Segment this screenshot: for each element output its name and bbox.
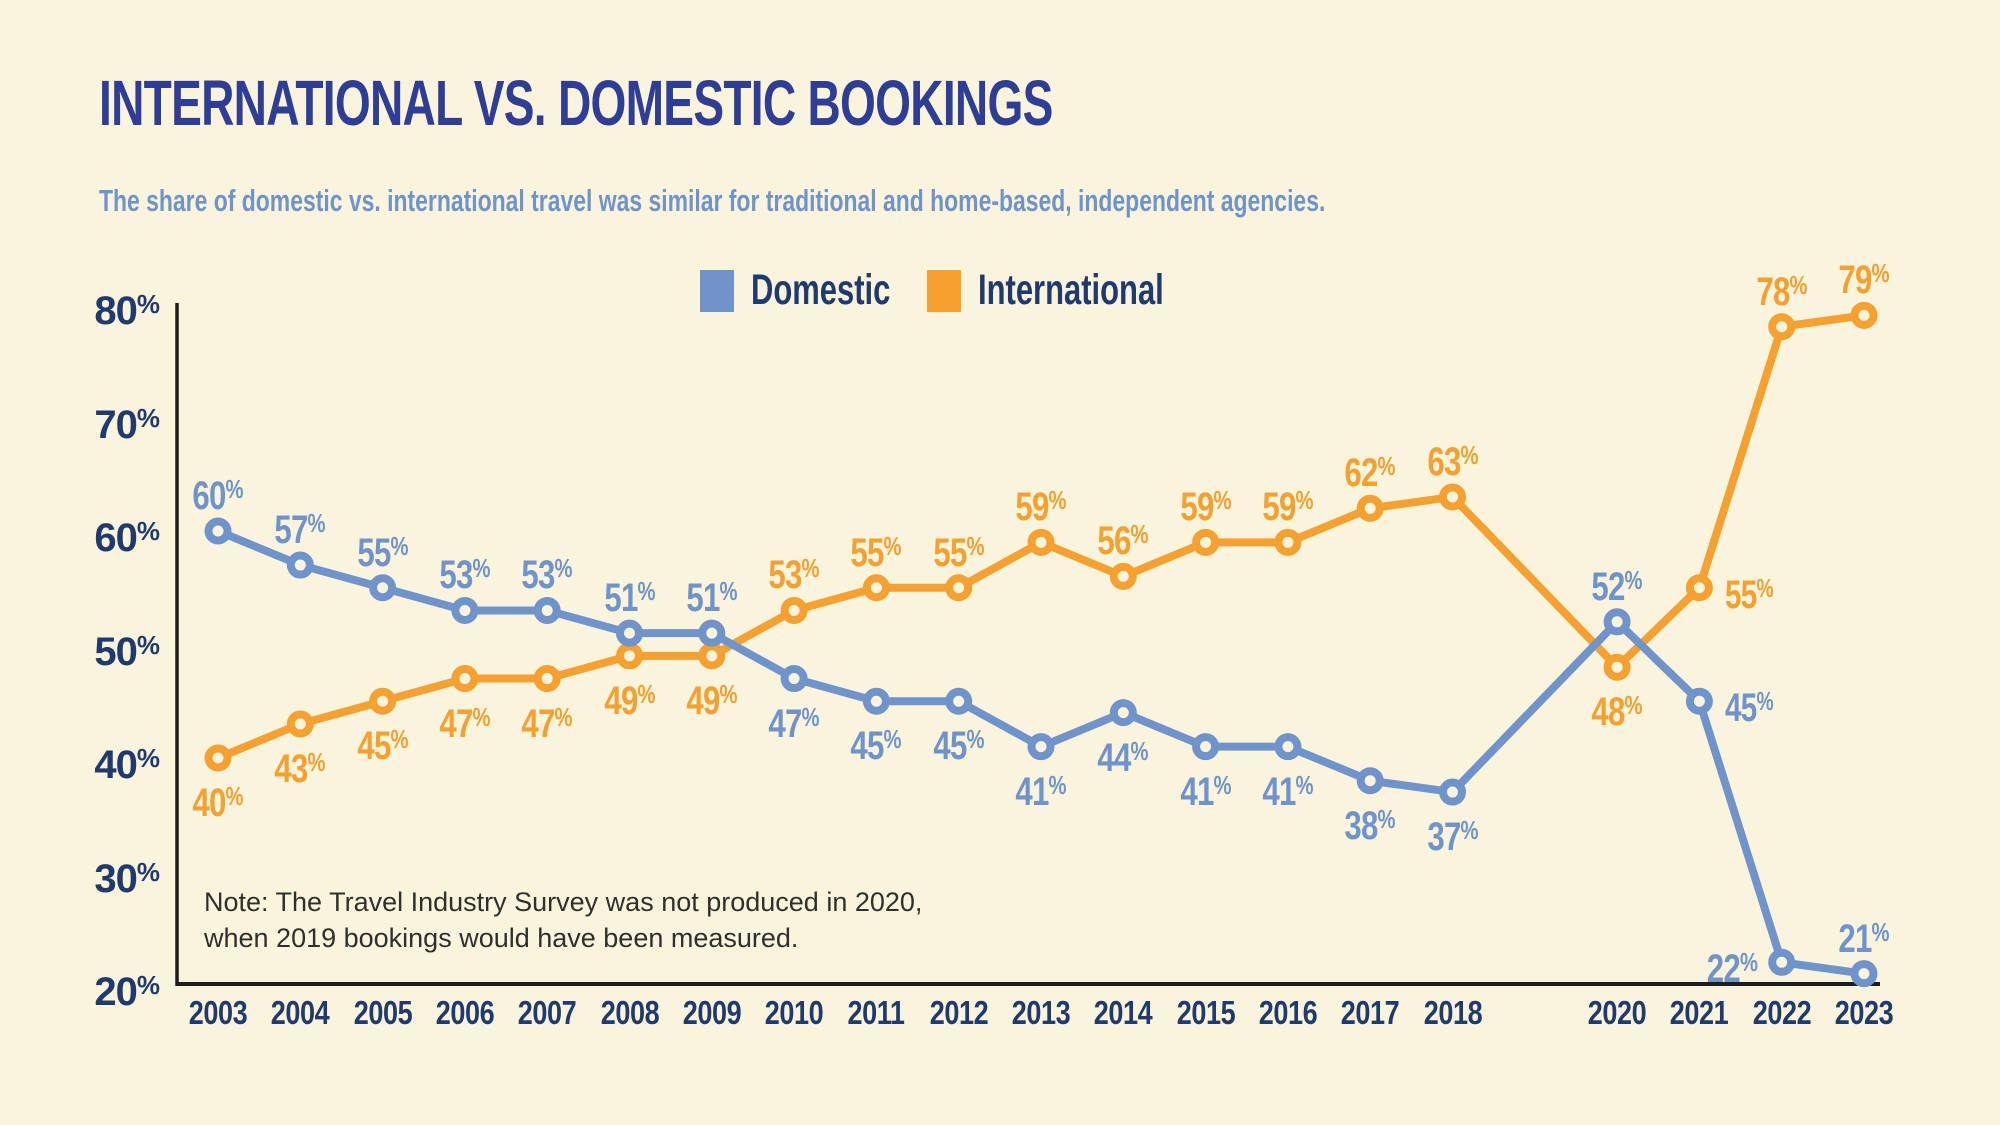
international-point-2006 [451,665,479,693]
international-point-2013 [1027,528,1055,556]
note-line-1: Note: The Travel Industry Survey was not… [204,887,923,917]
page-title: INTERNATIONAL VS. DOMESTIC BOOKINGS [99,67,1053,139]
domestic-point-2006 [451,596,479,624]
domestic-point-2017 [1356,767,1384,795]
international-point-2009 [698,642,726,670]
international-point-2023 [1850,301,1878,329]
domestic-point-2005 [369,574,397,602]
legend-swatch-domestic-icon [700,269,734,312]
legend-label-domestic: Domestic [751,266,891,314]
domestic-point-2010 [780,665,808,693]
legend-item-international: International [927,269,1236,312]
domestic-point-2018 [1439,778,1466,806]
domestic-point-2011 [862,687,890,715]
domestic-point-2015 [1192,733,1220,761]
international-point-2010 [780,596,808,624]
international-point-2012 [945,574,973,602]
domestic-point-2013 [1027,733,1055,761]
international-point-2022 [1768,313,1796,341]
domestic-point-2004 [286,551,314,579]
international-point-2020 [1603,653,1631,681]
domestic-point-2021 [1685,687,1713,715]
domestic-point-2020 [1603,608,1631,636]
international-point-2004 [286,710,314,738]
international-point-2011 [862,574,890,602]
international-point-2005 [369,687,397,715]
domestic-point-2022 [1768,948,1796,976]
domestic-line [216,527,1865,978]
domestic-point-2012 [945,687,973,715]
international-point-2007 [533,665,561,693]
domestic-point-2016 [1274,733,1302,761]
international-point-2003 [204,744,232,772]
domestic-point-2007 [533,596,561,624]
domestic-point-2009 [698,619,726,647]
international-point-2008 [616,642,643,670]
domestic-point-2003 [204,517,232,545]
international-point-2015 [1192,528,1220,556]
legend-swatch-international-icon [927,269,961,312]
domestic-point-2014 [1109,699,1137,727]
international-point-2016 [1274,528,1302,556]
international-point-2017 [1356,494,1384,522]
domestic-point-2023 [1850,960,1878,988]
international-point-2018 [1439,483,1466,511]
page-subtitle: The share of domestic vs. international … [99,183,1326,218]
legend-label-international: International [978,266,1164,314]
note-line-2: when 2019 bookings would have been measu… [204,923,799,953]
international-point-2021 [1685,574,1713,602]
legend-item-domestic: Domestic [700,269,945,312]
international-line [216,311,1865,762]
note: Note: The Travel Industry Survey was not… [204,884,922,956]
international-point-2014 [1109,562,1137,590]
domestic-point-2008 [616,619,643,647]
